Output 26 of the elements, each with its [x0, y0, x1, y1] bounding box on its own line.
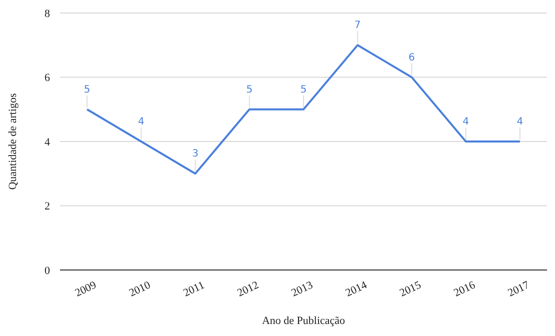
x-tick-label: 2013 [290, 278, 316, 300]
data-label: 5 [246, 84, 253, 96]
data-label: 4 [138, 116, 144, 128]
data-label: 6 [408, 52, 415, 64]
y-tick-label: 0 [44, 264, 50, 277]
y-tick-label: 4 [44, 136, 50, 148]
y-tick-label: 6 [44, 72, 50, 84]
y-tick-label: 8 [44, 8, 50, 20]
x-axis-title: Ano de Publicação [262, 315, 346, 327]
data-label: 4 [516, 116, 524, 128]
x-tick-label: 2009 [73, 278, 99, 300]
y-tick-label: 2 [44, 200, 50, 213]
x-tick-label: 2016 [452, 278, 478, 300]
x-tick-label: 2015 [398, 278, 424, 300]
data-label: 5 [84, 84, 90, 96]
x-tick-label: 2010 [127, 278, 153, 300]
x-tick-label: 2017 [506, 278, 532, 300]
y-axis-title: Quantidade de artigos [7, 93, 19, 190]
data-label: 7 [354, 20, 361, 32]
line-series [86, 44, 521, 175]
x-tick-label: 2011 [182, 279, 206, 300]
x-tick-label: 2014 [344, 278, 370, 300]
data-label: 3 [192, 148, 198, 160]
data-label: 5 [300, 84, 307, 96]
x-tick-label: 2012 [236, 279, 261, 300]
data-label: 4 [462, 116, 470, 128]
